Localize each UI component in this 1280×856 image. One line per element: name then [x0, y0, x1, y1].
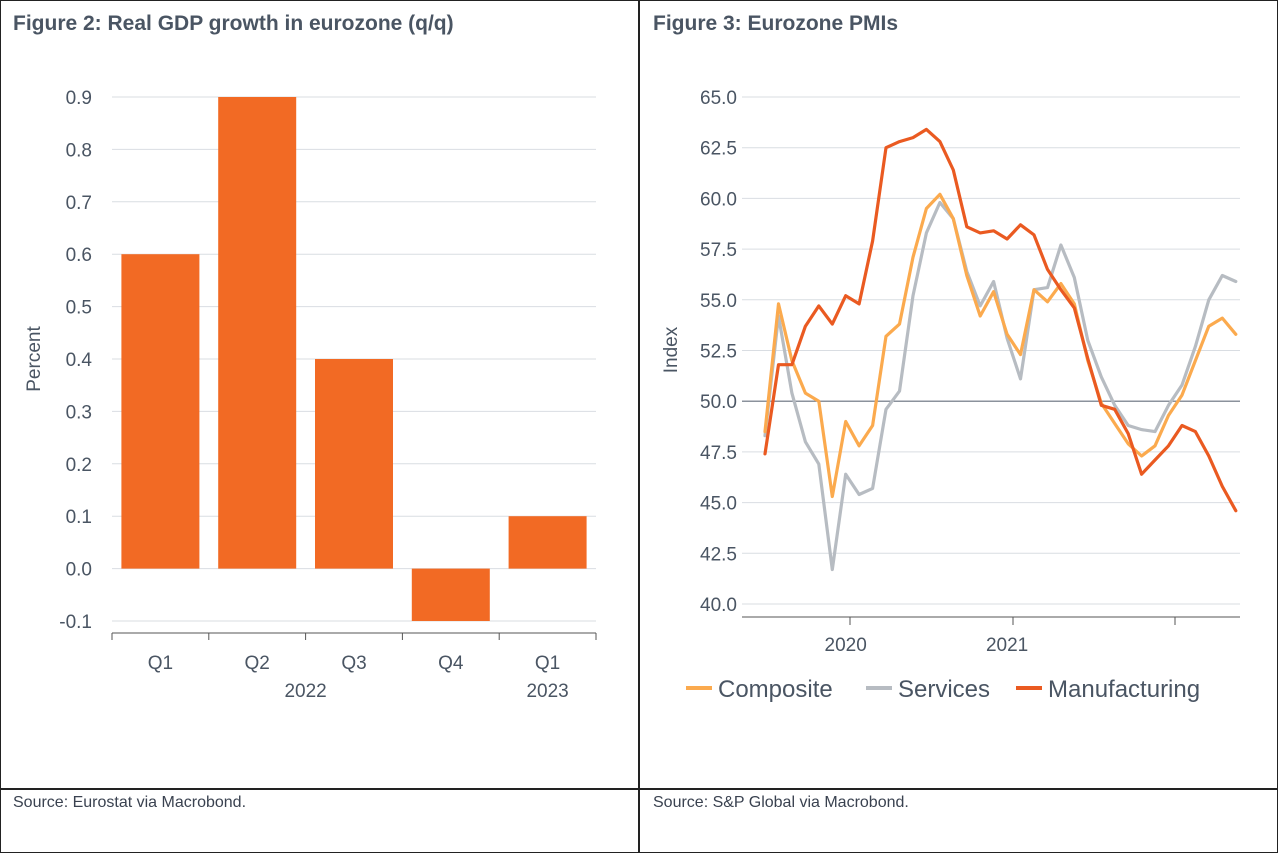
gdp-xtick-label: Q2 [245, 653, 270, 674]
pmi-ytick-label: 65.0 [700, 88, 737, 109]
panel-divider [638, 0, 640, 853]
pmi-ytick-label: 45.0 [700, 494, 737, 515]
pmi-source-note: Source: S&P Global via Macrobond. [653, 794, 909, 811]
pmi-ytick-label: 57.5 [700, 240, 737, 261]
pmi-ytick-label: 42.5 [700, 544, 737, 565]
gdp-source-note: Source: Eurostat via Macrobond. [13, 794, 247, 811]
gdp-chart-title: Figure 2: Real GDP growth in eurozone (q… [13, 12, 454, 35]
pmi-ytick-label: 60.0 [700, 189, 737, 210]
gdp-ytick-label: 0.7 [66, 193, 92, 214]
gdp-ytick-label: 0.8 [66, 140, 92, 161]
pmi-line-chart: 40.0 42.5 45.0 47.5 50.0 52.5 55.0 57.5 60.0 62.5… [661, 88, 1240, 703]
gdp-xtick-label: Q4 [438, 653, 464, 674]
gdp-ylabel: Percent [24, 326, 45, 392]
pmi-series-composite [763, 192, 1238, 499]
pmi-ylabel: Index [661, 326, 682, 373]
pmi-ytick-label: 40.0 [700, 595, 737, 616]
gdp-bar [121, 254, 200, 569]
pmi-xtick-label: 2020 [825, 635, 867, 656]
pmi-ytick-label: 55.0 [700, 291, 737, 312]
pmi-xtick-label: 2021 [986, 635, 1028, 656]
gdp-ytick-label: 0.1 [66, 507, 92, 528]
gdp-ytick-label: 0.9 [66, 88, 92, 109]
gdp-ytick-label: -0.1 [59, 612, 92, 633]
gdp-year-label: 2023 [526, 681, 568, 702]
pmi-ytick-label: 52.5 [700, 342, 737, 363]
pmi-series-manufacturing [763, 127, 1238, 513]
pmi-ytick-label: 62.5 [700, 139, 737, 160]
gdp-bar [315, 359, 393, 569]
gdp-ytick-label: 0.5 [66, 298, 92, 319]
pmi-legend-label-composite: Composite [718, 676, 833, 703]
pmi-chart-title: Figure 3: Eurozone PMIs [653, 12, 899, 35]
gdp-ytick-label: 0.3 [66, 402, 92, 423]
source-row-divider [0, 788, 1278, 790]
gdp-ytick-label: 0.6 [66, 245, 92, 266]
pmi-ytick-label: 47.5 [700, 443, 737, 464]
pmi-legend-label-services: Services [898, 676, 990, 703]
gdp-xtick-label: Q3 [341, 653, 366, 674]
pmi-legend-label-manufacturing: Manufacturing [1048, 676, 1200, 703]
gdp-year-label: 2022 [284, 681, 326, 702]
gdp-ytick-label: 0.2 [66, 455, 92, 476]
pmi-ytick-label: 50.0 [700, 392, 737, 413]
gdp-bar [411, 568, 490, 621]
pmi-series-services [763, 200, 1238, 572]
gdp-bar [508, 516, 587, 569]
gdp-ytick-label: 0.0 [66, 560, 92, 581]
gdp-xtick-label: Q1 [148, 653, 173, 674]
gdp-bar-chart: -0.1 0.0 0.1 0.2 0.3 0.4 0.5 0.6 0.7 0.8 0.9 Percen… [24, 88, 597, 702]
gdp-ytick-label: 0.4 [66, 350, 93, 371]
gdp-bar [218, 97, 297, 569]
gdp-xtick-label: Q1 [535, 653, 560, 674]
